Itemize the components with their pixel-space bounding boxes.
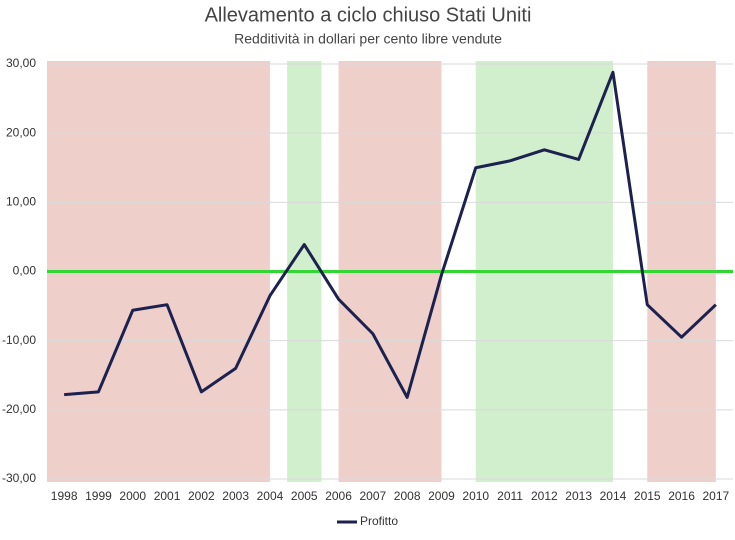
x-tick-label: 2010: [462, 489, 489, 503]
x-tick-label: 2015: [634, 489, 661, 503]
x-tick-label: 2001: [154, 489, 181, 503]
x-tick-label: 2014: [600, 489, 627, 503]
x-tick-label: 2006: [325, 489, 352, 503]
x-tick-label: 2012: [531, 489, 558, 503]
y-tick-label: 10,00: [6, 195, 36, 209]
x-tick-label: 2002: [188, 489, 215, 503]
x-tick-label: 2017: [702, 489, 729, 503]
line-series: [64, 70, 717, 399]
x-tick-label: 1998: [51, 489, 78, 503]
y-tick-label: 20,00: [6, 125, 36, 139]
legend-label: Profitto: [360, 514, 398, 528]
x-tick-label: 2016: [668, 489, 695, 503]
chart-subtitle: Redditività in dollari per cento libre v…: [234, 31, 502, 47]
y-tick-label: -30,00: [2, 471, 36, 485]
x-tick-label: 2007: [359, 489, 386, 503]
x-tick-label: 2011: [497, 489, 523, 503]
y-tick-label: 0,00: [13, 264, 37, 278]
chart-title: Allevamento a ciclo chiuso Stati Uniti: [205, 4, 532, 26]
y-tick-label: -10,00: [2, 333, 36, 347]
x-tick-label: 2008: [394, 489, 421, 503]
x-tick-label: 2013: [565, 489, 592, 503]
x-tick-label: 2000: [119, 489, 146, 503]
y-tick-label: 30,00: [6, 56, 36, 70]
x-tick-label: 2003: [222, 489, 249, 503]
x-tick-label: 2009: [428, 489, 455, 503]
x-tick-label: 2004: [257, 489, 284, 503]
y-tick-label: -20,00: [2, 402, 36, 416]
x-tick-label: 2005: [291, 489, 318, 503]
x-tick-label: 1999: [85, 489, 112, 503]
